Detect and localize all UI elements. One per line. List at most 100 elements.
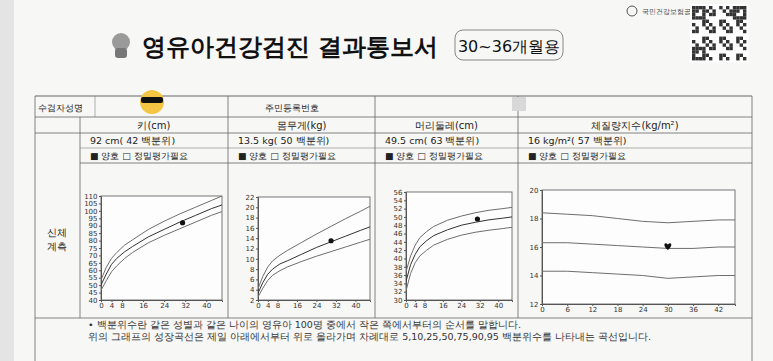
tick-mark: [404, 225, 406, 226]
plot-frame: [542, 190, 735, 304]
tick-mark: [540, 304, 542, 305]
qr-cell: [736, 37, 739, 40]
header-icon-body: [115, 48, 127, 58]
qr-cell: [736, 40, 739, 43]
qr-cell: [695, 6, 698, 9]
tick-label: 52: [394, 205, 403, 213]
tick-label: 50: [394, 214, 403, 222]
marks: [406, 207, 512, 290]
tick: 34: [394, 280, 406, 288]
tick-label: 56: [394, 189, 403, 197]
table: 수검자성명주민등록번호신체계측• 백분위수란 같은 성별과 같은 나이의 영유아…: [35, 90, 752, 361]
tick-mark: [404, 292, 406, 293]
qr-cell: [706, 43, 709, 46]
tick-label: 24: [160, 302, 169, 310]
tick: 40: [494, 300, 503, 310]
tick: 36: [394, 272, 406, 280]
tick: 0: [99, 300, 103, 310]
qr-cell: [729, 43, 732, 46]
axis-line: [404, 193, 407, 301]
tick: 20: [246, 204, 258, 212]
tick: 16: [530, 244, 542, 252]
tick-mark: [404, 250, 406, 251]
tick: 30: [394, 297, 406, 305]
chart: 머리둘레(cm)49.5 cm( 63 백분위)■ 양호 □ 정밀평가필요048…: [385, 120, 513, 310]
footer-note: 위의 그래프의 성장곡선은 제일 아래에서부터 위로 올라가며 차례대로 5,1…: [88, 331, 651, 342]
tick-label: 18: [614, 306, 623, 314]
qr-cell: [692, 57, 695, 60]
table-rule: [518, 96, 519, 318]
tick: 16: [293, 300, 302, 310]
qr-cell: [702, 47, 705, 50]
tick-label: 0: [99, 302, 103, 310]
tick-label: 44: [394, 239, 403, 247]
tick: 6: [250, 276, 258, 284]
qr-cell: [692, 16, 695, 19]
tick-label: 10: [246, 256, 255, 264]
measurement-point: [664, 243, 671, 250]
qr-cell: [719, 54, 722, 57]
tick: 110: [84, 193, 101, 201]
x-axis: 04816243240: [256, 300, 370, 310]
tick: 40: [394, 255, 406, 263]
tick-label: 90: [89, 222, 98, 230]
tick: 12: [530, 301, 542, 309]
qr-cell: [740, 20, 743, 23]
tick: 56: [394, 189, 406, 197]
tick: 24: [312, 300, 321, 310]
qr-cell: [706, 26, 709, 29]
tick: 16: [246, 225, 258, 233]
qr-cell: [736, 23, 739, 26]
annotation: ■ 양호 □ 정밀평가필요: [385, 151, 483, 161]
tick: 42: [714, 304, 723, 314]
tick: 4: [250, 286, 258, 294]
table-rule: [80, 148, 752, 149]
x-axis: 04816243240: [404, 300, 512, 310]
tick-label: 0: [256, 302, 260, 310]
qr-cell: [695, 57, 698, 60]
tick: 0: [540, 304, 544, 314]
tick-label: 48: [394, 222, 403, 230]
tick-label: 36: [394, 272, 403, 280]
qr-cell: [692, 13, 695, 16]
growth-curve: [101, 212, 222, 291]
annotation: ■ 양호 □ 정밀평가필요: [90, 151, 188, 161]
tick: 10: [246, 256, 258, 264]
tick: 18: [246, 214, 258, 222]
qr-cell: [743, 47, 746, 50]
tick-mark: [256, 218, 258, 219]
tick-mark: [99, 248, 101, 249]
qr-cell: [719, 40, 722, 43]
qr-cell: [695, 50, 698, 53]
qr-cell: [702, 57, 705, 60]
qr-cell: [692, 54, 695, 57]
y-axis: 246810121416182022: [246, 194, 259, 305]
tick-mark: [404, 275, 406, 276]
qr-cell: [699, 57, 702, 60]
table-rule: [35, 117, 752, 118]
qr-cell: [712, 30, 715, 33]
qr-cell: [723, 9, 726, 12]
tick-label: 32: [394, 288, 403, 296]
tick-label: 12: [530, 301, 539, 309]
growth-curve: [406, 227, 512, 291]
tick-label: 14: [246, 235, 255, 243]
tick-mark: [99, 203, 101, 204]
qr-code: [690, 4, 748, 62]
tick-label: 70: [89, 252, 98, 260]
table-rule: [375, 96, 376, 318]
page: 영유아건강검진 결과통보서30~36개월용국민건강보험공단수검자성명주민등록번호…: [0, 0, 773, 361]
tick-mark: [404, 258, 406, 259]
plot-frame: [406, 192, 512, 300]
tick-mark: [99, 211, 101, 212]
tick-label: 110: [84, 193, 97, 201]
tick: 8: [250, 266, 258, 274]
growth-curve: [542, 213, 735, 223]
tick-mark: [404, 242, 406, 243]
tick: 95: [89, 215, 101, 223]
measurement-point: [180, 220, 185, 225]
tick-label: 32: [332, 302, 341, 310]
tick-label: 4: [413, 302, 418, 310]
tick: 2: [250, 297, 258, 305]
tick: 50: [89, 282, 101, 290]
